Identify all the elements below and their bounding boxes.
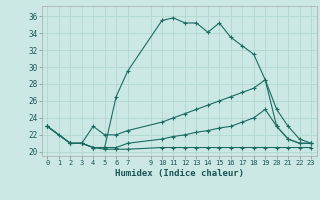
X-axis label: Humidex (Indice chaleur): Humidex (Indice chaleur): [115, 169, 244, 178]
